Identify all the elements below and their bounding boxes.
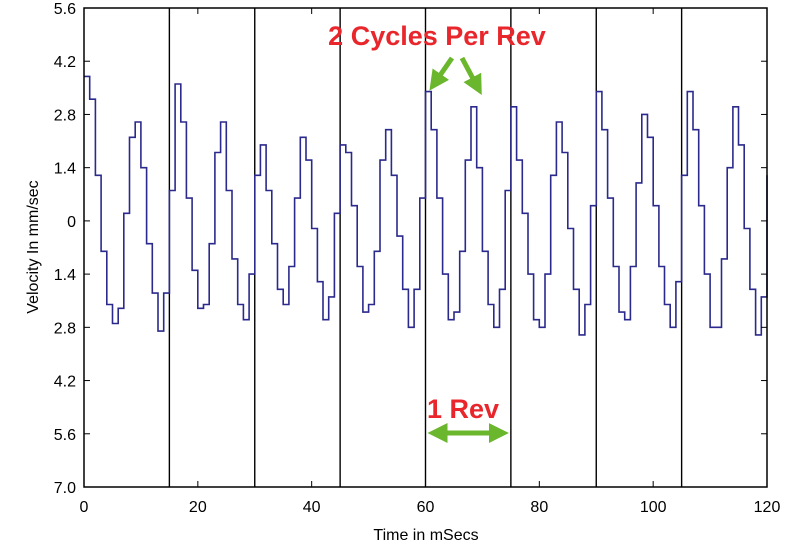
y-tick-label: 4.2 bbox=[54, 54, 76, 71]
y-tick-label: 5.6 bbox=[54, 427, 76, 444]
y-tick-label: 4.2 bbox=[54, 374, 76, 391]
y-axis: 5.6 4.2 2.8 1.4 0 1.4 2.8 4.2 5.6 7.0 bbox=[54, 1, 767, 497]
x-tick-label: 120 bbox=[754, 499, 781, 516]
y-tick-label: 2.8 bbox=[54, 320, 76, 337]
y-tick-label: 2.8 bbox=[54, 107, 76, 124]
series-line bbox=[84, 75, 768, 336]
series-group bbox=[84, 75, 768, 336]
x-tick-label: 0 bbox=[80, 499, 89, 516]
annotation-arrow bbox=[429, 56, 455, 91]
x-tick-label: 100 bbox=[640, 499, 667, 516]
y-tick-label: 5.6 bbox=[54, 1, 76, 18]
y-tick-label: 7.0 bbox=[54, 480, 76, 497]
y-tick-label: 1.4 bbox=[54, 161, 76, 178]
x-tick-label: 40 bbox=[303, 499, 321, 516]
x-tick-label: 60 bbox=[417, 499, 435, 516]
x-axis: 0 20 40 60 80 100 120 bbox=[80, 8, 781, 516]
y-axis-title: Velocity In mm/sec bbox=[25, 180, 42, 313]
y-tick-label: 0 bbox=[67, 214, 76, 231]
annotation-cycles-per-rev: 2 Cycles Per Rev bbox=[328, 21, 546, 51]
y-tick-label: 1.4 bbox=[54, 267, 76, 284]
annotations: 2 Cycles Per Rev 1 Rev bbox=[328, 21, 546, 443]
x-axis-title: Time in mSecs bbox=[373, 527, 478, 544]
x-tick-label: 20 bbox=[189, 499, 207, 516]
annotation-arrow bbox=[459, 56, 482, 96]
annotation-one-rev: 1 Rev bbox=[427, 394, 499, 424]
revolution-markers bbox=[168, 8, 683, 487]
x-tick-label: 80 bbox=[530, 499, 548, 516]
